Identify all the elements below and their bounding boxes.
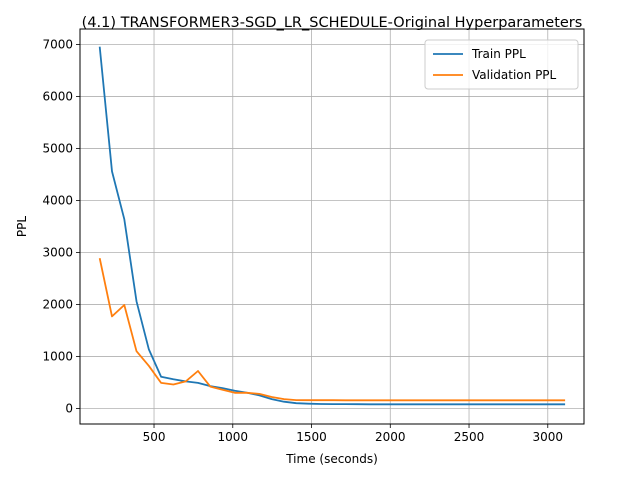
y-tick-label: 0 [65,401,73,415]
series-line-0 [98,46,566,406]
y-axis-label: PPL [15,216,29,237]
x-axis-label: Time (seconds) [285,452,378,466]
x-axis-ticks: 500 1000 1500 2000 2500 3000 [143,424,563,444]
y-tick-label: 6000 [42,90,73,104]
plot-frame [79,28,585,425]
y-tick-label: 7000 [42,38,73,52]
series-line-1 [98,258,566,402]
y-tick-label: 1000 [42,349,73,363]
x-tick-label: 3000 [533,430,564,444]
legend: Train PPL Validation PPL [424,39,579,90]
legend-box [424,39,579,90]
x-tick-label: 1000 [218,430,249,444]
y-tick-label: 5000 [42,142,73,156]
x-tick-label: 500 [143,430,166,444]
chart-title: (4.1) TRANSFORMER3-SGD_LR_SCHEDULE-Origi… [82,15,583,31]
y-tick-label: 2000 [42,297,73,311]
x-tick-label: 1500 [296,430,327,444]
x-tick-label: 2500 [454,430,485,444]
x-tick-label: 2000 [375,430,406,444]
legend-label-validation: Validation PPL [472,68,557,82]
y-tick-label: 3000 [42,245,73,259]
y-axis-ticks: 0 1000 2000 3000 4000 5000 6000 7000 [42,38,80,415]
y-tick-label: 4000 [42,194,73,208]
legend-label-train: Train PPL [471,47,526,61]
series-lines [98,46,566,406]
grid [80,29,584,424]
